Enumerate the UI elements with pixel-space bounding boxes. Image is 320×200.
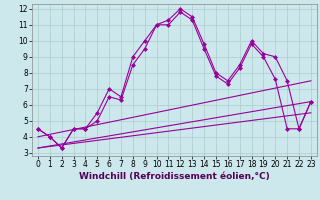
X-axis label: Windchill (Refroidissement éolien,°C): Windchill (Refroidissement éolien,°C) — [79, 172, 270, 181]
